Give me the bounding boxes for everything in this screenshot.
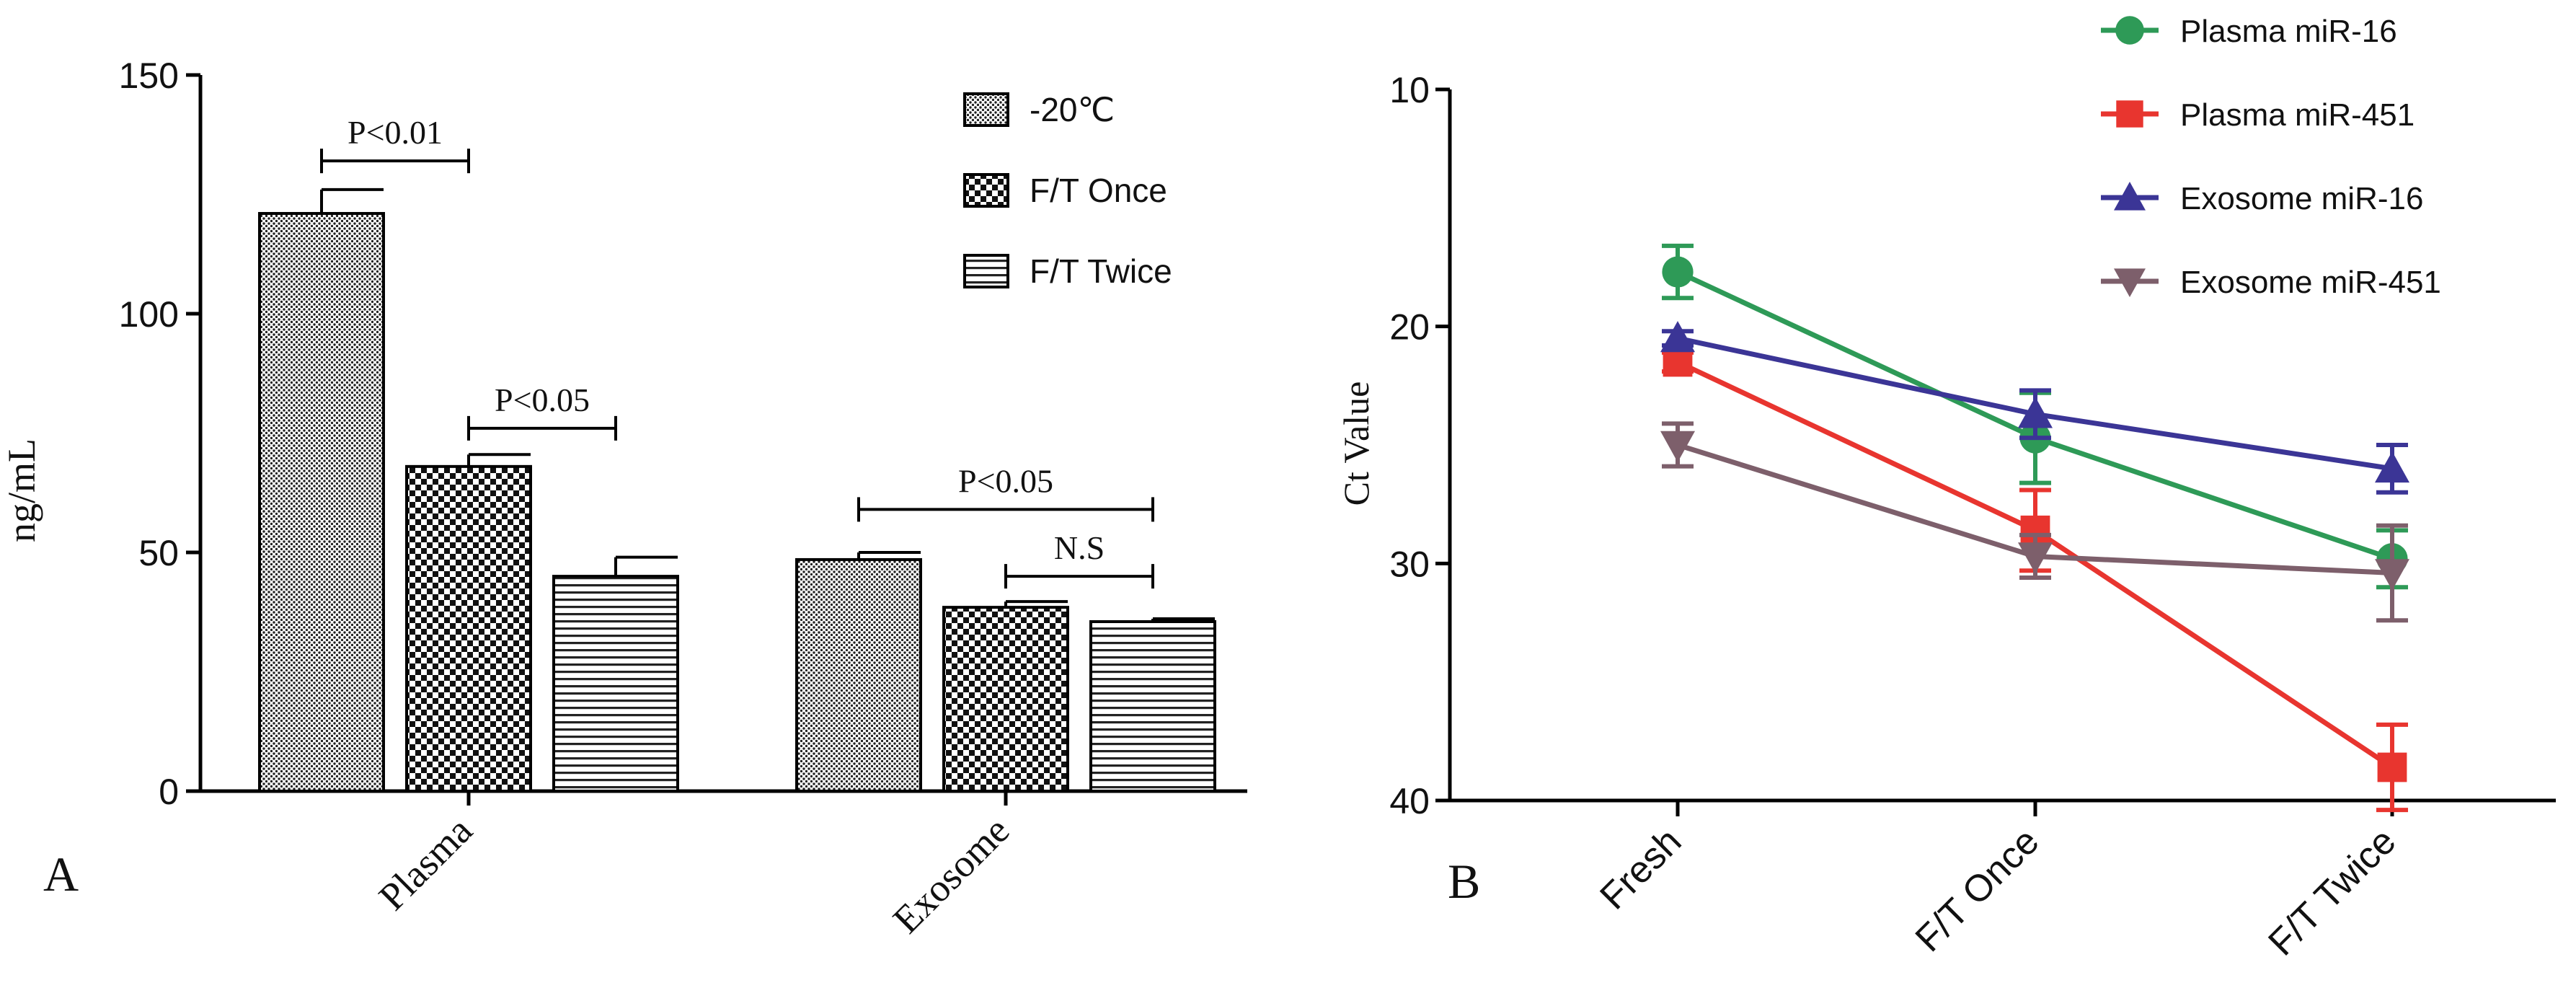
panel-b-xtick-label: Fresh [1592, 820, 1689, 917]
panel-a-bar [1089, 619, 1216, 793]
panel-b-legend-label: Exosome miR-451 [2180, 265, 2441, 300]
panel-b-legend-label: Plasma miR-451 [2180, 97, 2415, 133]
panel-b-marker [2115, 16, 2144, 45]
panel-a-xtick-label: Plasma [371, 808, 481, 919]
panel-b-marker [2018, 542, 2053, 574]
panel-b-marker [2114, 268, 2146, 297]
panel-b-marker [1662, 256, 1694, 288]
panel-a: 0 50 100 150 Plasma Exosome P<0.01 P<0.05 P<0.0… [0, 56, 1247, 942]
panel-b-ytick-label: 30 [1389, 544, 1430, 584]
panel-b-ytick-label: 20 [1389, 307, 1430, 348]
panel-b-series [1660, 243, 2409, 813]
panel-a-bar [258, 211, 385, 793]
panel-b-ytick-label: 10 [1389, 70, 1430, 110]
panel-a-bar [552, 575, 679, 793]
panel-b-label: B [1448, 854, 1480, 909]
panel-a-legend-swatch [963, 92, 1009, 127]
panel-a-legend-label: F/T Twice [1030, 252, 1172, 290]
panel-a-ytick-label: 100 [119, 294, 179, 335]
panel-b-marker [2114, 182, 2146, 211]
panel-b-marker [2375, 451, 2409, 483]
panel-a-ytick-label: 150 [119, 56, 179, 96]
panel-a-ytick-label: 50 [138, 533, 179, 573]
panel-a-annotations: P<0.01P<0.05P<0.05N.S [320, 114, 1154, 589]
panel-b-legend-label: Exosome miR-16 [2180, 181, 2423, 216]
panel-b-legend: Plasma miR-16 Plasma miR-451 Exosome miR-1… [2101, 14, 2441, 300]
panel-a-legend-swatch [963, 173, 1009, 208]
panel-a-bar [795, 557, 922, 793]
panel-b-xtick-label: F/T Once [1908, 820, 2048, 960]
panel-a-xtick-label: Exosome [885, 808, 1018, 942]
panel-b-ylabel: Ct Value [1336, 381, 1376, 506]
panel-b-ytick-label: 40 [1389, 781, 1430, 821]
panel-b-marker [2375, 559, 2409, 591]
panel-b-marker [1663, 347, 1693, 377]
panel-a-annotation: N.S [1054, 529, 1105, 566]
panel-b-marker [2116, 100, 2143, 128]
panel-b: 10 20 30 40 Fresh F/T Once F/T Twice Plasma mi… [1336, 14, 2556, 964]
panel-a-legend: -20℃ F/T Once F/T Twice [963, 91, 1172, 290]
panel-a-legend-label: F/T Once [1030, 172, 1167, 209]
panel-a-ylabel: ng/mL [0, 438, 43, 542]
panel-b-marker [2377, 752, 2407, 782]
panel-a-annotation: P<0.01 [348, 114, 443, 151]
panel-a-annotation: P<0.05 [958, 462, 1053, 499]
panel-b-legend-label: Plasma miR-16 [2180, 14, 2397, 49]
panel-a-annotation: P<0.05 [495, 381, 590, 418]
panel-b-marker [1660, 321, 1695, 353]
panel-a-bar [942, 606, 1069, 793]
panel-a-ytick-label: 0 [159, 772, 179, 812]
panel-a-legend-label: -20℃ [1030, 91, 1115, 128]
panel-b-marker [1660, 431, 1695, 462]
panel-a-legend-swatch [963, 254, 1009, 288]
panel-b-xtick-label: F/T Twice [2260, 820, 2404, 963]
panel-b-marker [2018, 397, 2053, 428]
panel-a-label: A [43, 847, 79, 901]
panel-a-bar [405, 464, 532, 793]
panel-a-bars [258, 188, 1216, 793]
